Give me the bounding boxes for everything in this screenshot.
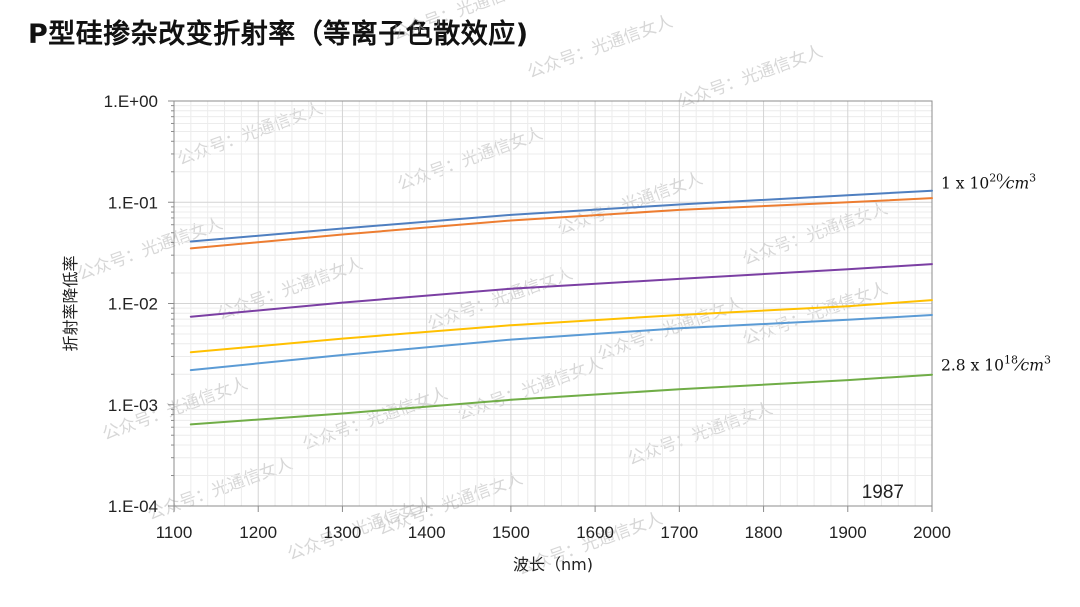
watermark-text: 公众号：光通信女人: [300, 384, 451, 455]
x-tick-label: 1200: [239, 523, 277, 542]
series-line-3: [189, 263, 933, 318]
year-label: 1987: [862, 482, 904, 503]
series-line-4: [189, 299, 933, 354]
y-axis-label: 折射率降低率: [61, 255, 80, 351]
y-tick-label: 1.E-01: [108, 193, 158, 212]
x-tick-label: 1800: [745, 523, 783, 542]
series-line-6: [189, 373, 933, 426]
grid-minor: [174, 101, 932, 506]
y-tick-label: 1.E-03: [108, 396, 158, 415]
watermark-text: 公众号：光通信女人: [675, 42, 826, 113]
series-layer: [189, 189, 933, 426]
watermark-text: 公众号：光通信女人: [740, 199, 891, 270]
y-tick-label: 1.E-02: [108, 295, 158, 314]
x-tick-label: 1100: [156, 523, 193, 542]
watermark-text: 公众号：光通信女人: [525, 12, 676, 83]
series-line-1: [189, 189, 933, 243]
concentration-annotation: 2.8 x 1018⁄cm3: [941, 354, 1051, 375]
x-tick-label: 1700: [660, 523, 698, 542]
annotations: 1 x 1020⁄cm3 2.8 x 1018⁄cm3: [941, 172, 1051, 375]
watermark-text: 公众号：光通信女人: [425, 264, 576, 335]
series-line-5: [189, 314, 933, 372]
watermark-text: 公众号：光通信女人: [395, 124, 546, 195]
x-tick-label: 1500: [492, 523, 530, 542]
x-axis-label: 波长（nm): [513, 555, 593, 574]
watermark-text: 公众号：光通信女人: [390, 0, 541, 45]
watermark-text: 公众号：光通信女人: [740, 279, 891, 350]
y-tick-label: 1.E-04: [108, 497, 158, 516]
y-axis-ticks: 1.E+00 1.E-01 1.E-02 1.E-03 1.E-04: [104, 92, 174, 516]
watermark-text: 公众号：光通信女人: [145, 454, 296, 525]
y-tick-label: 1.E+00: [104, 92, 158, 111]
x-tick-label: 1900: [829, 523, 867, 542]
series-line-2: [189, 197, 933, 250]
x-tick-label: 1400: [408, 523, 446, 542]
x-tick-label: 2000: [913, 523, 951, 542]
page-title: P型硅掺杂改变折射率（等离子色散效应): [28, 19, 529, 50]
x-axis-ticks: 1100 1200 1300 1400 1500 1600 1700 1800 1900 2000: [156, 506, 951, 542]
concentration-annotation: 1 x 1020⁄cm3: [941, 172, 1036, 193]
x-tick-label: 1300: [324, 523, 362, 542]
watermark-text: 公众号：光通信女人: [175, 99, 326, 170]
x-tick-label: 1600: [576, 523, 614, 542]
